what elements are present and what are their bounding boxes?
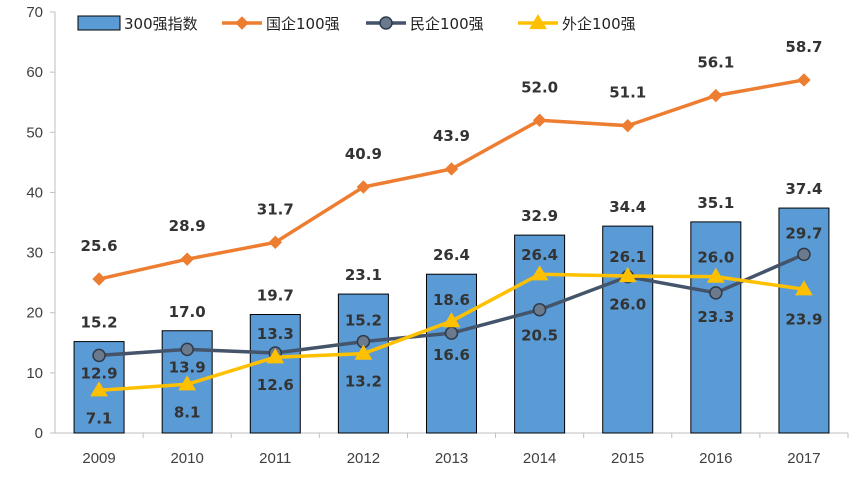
y-tick-label: 60 (26, 64, 43, 81)
lines (90, 73, 813, 397)
y-tick-label: 70 (26, 4, 43, 21)
x-tick-label: 2010 (170, 450, 203, 467)
point-circle (709, 286, 723, 300)
bar (249, 314, 301, 434)
line-data-label: 7.1 (86, 409, 113, 427)
y-tick-label: 50 (26, 124, 43, 141)
x-tick-label: 2016 (699, 450, 732, 467)
line-data-label: 28.9 (169, 217, 206, 235)
x-tick-label: 2009 (82, 450, 115, 467)
line-data-label: 12.6 (257, 376, 294, 394)
point-diamond (268, 235, 282, 250)
bar-data-label: 34.4 (609, 198, 646, 216)
line-data-label: 13.9 (169, 358, 206, 376)
point-triangle (795, 280, 813, 296)
bar-data-label: 37.4 (785, 180, 822, 198)
bar (337, 293, 389, 434)
line-data-label: 51.1 (609, 84, 646, 102)
bar-data-label: 19.7 (257, 287, 294, 305)
line-data-label: 26.0 (697, 249, 734, 267)
point-triangle (178, 375, 197, 391)
line-data-label: 26.0 (609, 296, 646, 314)
bar (602, 225, 654, 434)
y-tick-label: 20 (26, 305, 43, 322)
point-diamond (92, 272, 106, 286)
legend: 300强指数 国企100强 民企100强 外企100强 (77, 14, 636, 33)
y-tick-label: 0 (35, 425, 43, 442)
legend-label: 外企100强 (562, 15, 636, 33)
bars (73, 207, 830, 434)
point-triangle (618, 267, 637, 283)
point-diamond (797, 73, 811, 87)
point-triangle (706, 267, 725, 283)
line-data-label: 31.7 (257, 200, 294, 218)
x-tick-label: 2017 (787, 450, 820, 467)
line-data-label: 26.1 (609, 248, 646, 266)
line-data-label: 13.3 (257, 325, 294, 343)
point-triangle (90, 381, 108, 397)
point-circle (92, 348, 106, 363)
bar-data-label: 23.1 (345, 266, 382, 284)
point-diamond (532, 113, 547, 127)
point-circle (797, 247, 811, 262)
line-data-label: 23.3 (697, 308, 734, 326)
bar (690, 221, 742, 434)
y-tick-label: 40 (26, 184, 43, 201)
point-triangle (266, 348, 285, 364)
legend-label: 民企100强 (410, 15, 484, 33)
point-diamond (180, 252, 194, 266)
line-data-label: 58.7 (785, 38, 822, 56)
line-data-label: 15.2 (345, 312, 382, 330)
bar-data-label: 35.1 (697, 194, 734, 212)
bar-data-label: 26.4 (433, 246, 470, 264)
bar-data-label: 15.2 (81, 314, 118, 332)
point-diamond (235, 16, 249, 30)
line-data-label: 26.4 (521, 246, 558, 264)
x-tick-label: 2015 (611, 450, 644, 467)
bar-data-label: 17.0 (169, 303, 206, 321)
line-data-label: 43.9 (433, 127, 470, 145)
y-tick-label: 10 (26, 365, 43, 382)
x-tick-label: 2011 (259, 450, 291, 467)
y-tick-label: 30 (26, 245, 43, 262)
point-circle (532, 302, 547, 317)
x-tick-label: 2012 (347, 450, 380, 467)
point-diamond (356, 180, 371, 194)
point-triangle (354, 344, 373, 360)
line-data-label: 12.9 (81, 364, 118, 382)
x-tick-label: 2013 (435, 450, 468, 467)
axes: 0 10 20 30 40 50 60 70 2009 2010 2011 2012 2013 2014 2… (26, 4, 849, 467)
point-triangle (442, 312, 461, 328)
point-triangle (529, 14, 547, 30)
point-circle (444, 326, 459, 340)
bar (426, 273, 477, 434)
line-data-label: 18.6 (433, 291, 470, 309)
bar-data-label: 32.9 (521, 207, 558, 225)
line-data-label: 25.6 (81, 237, 118, 255)
legend-label: 国企100强 (266, 15, 340, 33)
x-tick-label: 2014 (523, 450, 556, 467)
data-labels: 15.2 17.0 19.7 23.1 26.4 32.9 34.4 35.1 37.4 25.6… (81, 38, 823, 427)
point-diamond (444, 162, 459, 176)
line-data-label: 56.1 (697, 54, 734, 72)
bar (778, 207, 830, 434)
line-data-label: 23.9 (785, 310, 822, 328)
point-diamond (709, 88, 723, 103)
line-data-label: 13.2 (345, 373, 382, 391)
legend-label: 300强指数 (124, 15, 198, 33)
line-data-label: 40.9 (345, 145, 382, 163)
line-data-label: 20.5 (521, 327, 558, 345)
line-data-label: 16.6 (433, 346, 470, 364)
point-diamond (621, 118, 635, 133)
point-circle (180, 342, 194, 357)
point-circle (379, 16, 393, 30)
line-data-label: 29.7 (785, 224, 822, 242)
line-data-label: 52.0 (521, 78, 558, 96)
line-data-label: 8.1 (174, 403, 201, 421)
legend-swatch-bar (77, 15, 121, 31)
point-triangle (530, 265, 549, 281)
